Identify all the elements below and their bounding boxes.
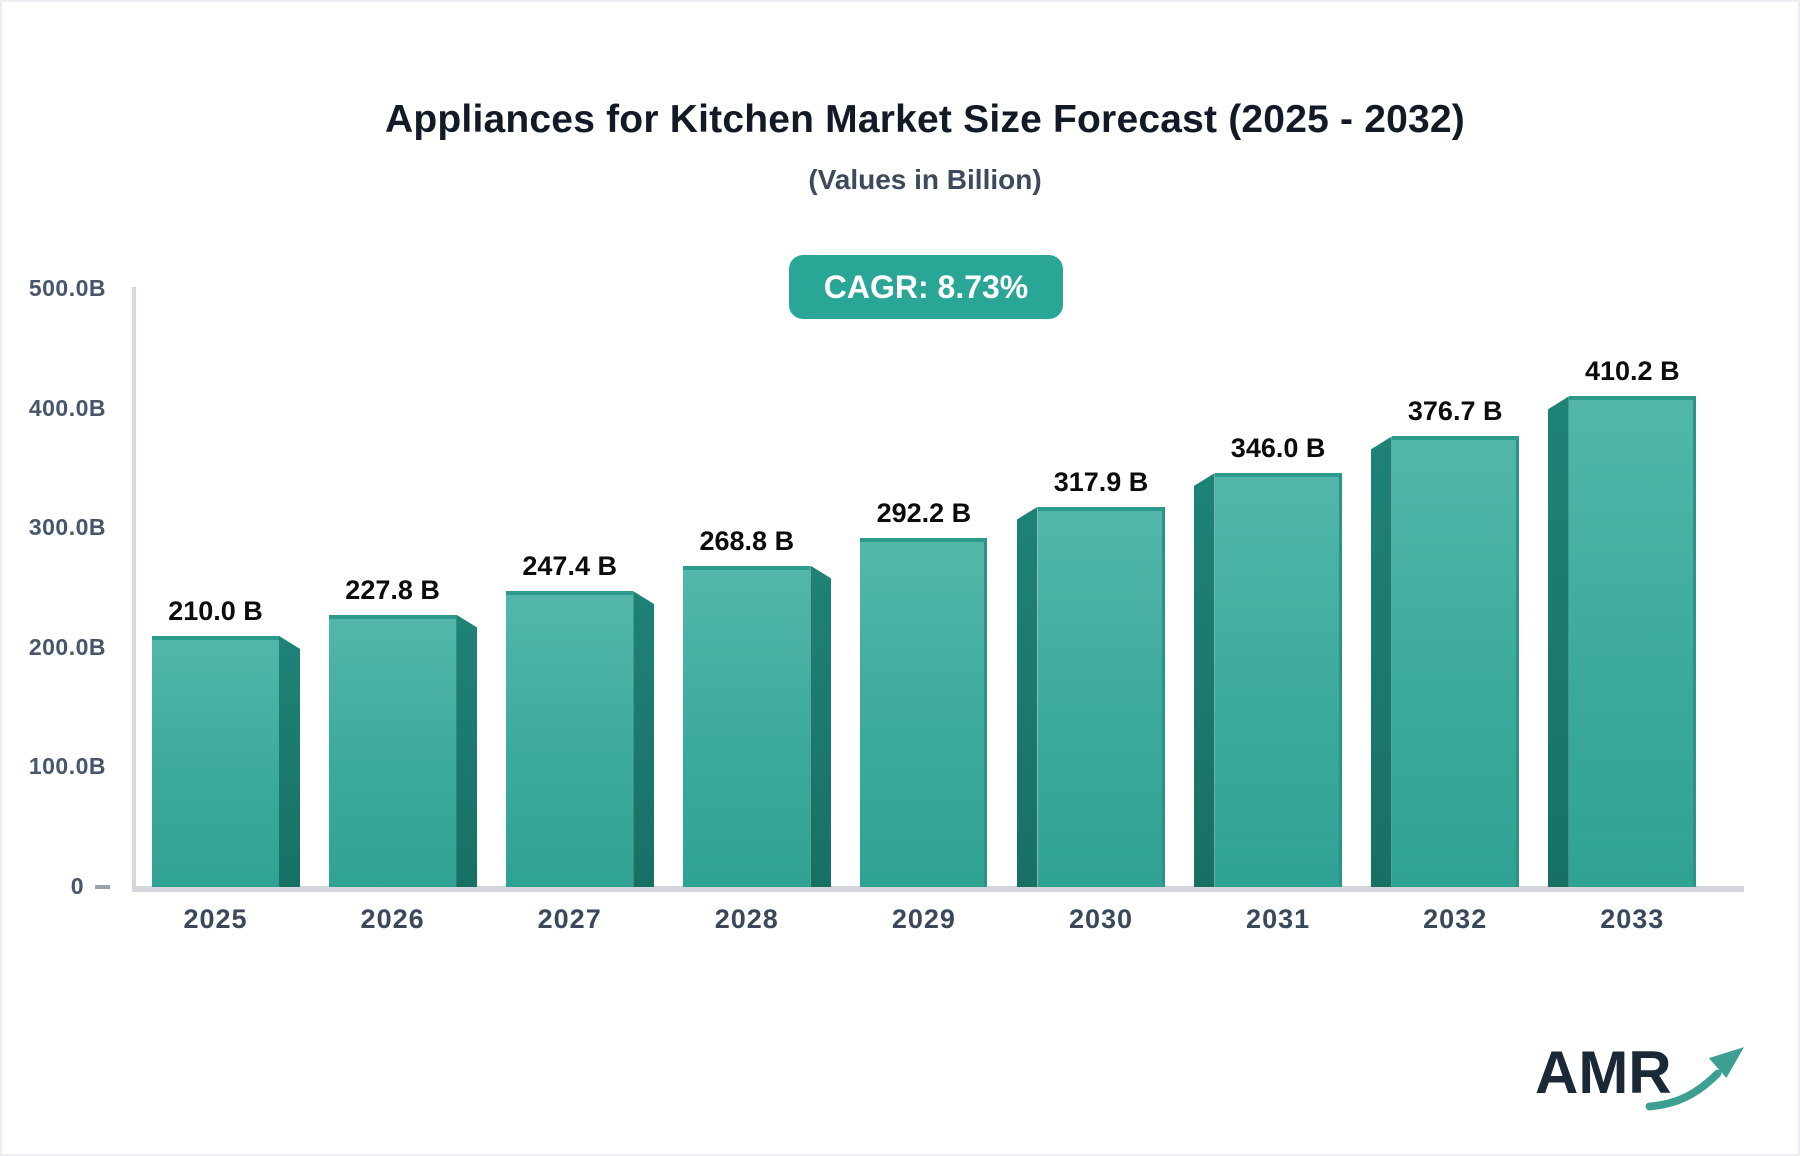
y-axis-tick-label: 400.0B — [28, 394, 106, 421]
x-axis-year-label: 2032 — [1423, 904, 1488, 934]
x-axis-year-label: 2029 — [891, 904, 956, 934]
bar-value-label: 317.9 B — [1053, 466, 1149, 497]
x-axis-year-label: 2030 — [1068, 904, 1134, 934]
bar-2029 — [860, 537, 988, 887]
bar-value-label: 268.8 B — [699, 525, 795, 556]
bar-2031 — [1214, 473, 1342, 887]
bar-2026 — [329, 614, 457, 887]
x-axis-year-label: 2028 — [714, 904, 779, 934]
y-axis-tick-label: 500.0B — [28, 275, 106, 301]
bar-value-label: 247.4 B — [522, 551, 617, 582]
bar-value-label: 376.7 B — [1407, 396, 1503, 427]
bar-2027 — [506, 591, 634, 887]
bar-3d-side — [1193, 473, 1215, 887]
bar-2030 — [1037, 506, 1165, 887]
y-axis-tick-label: 0 — [70, 873, 84, 899]
amr-logo-text: AMR — [1535, 1039, 1672, 1106]
x-axis-baseline — [132, 886, 1744, 892]
x-axis-year-label: 2025 — [183, 904, 248, 934]
y-axis-tick-label: 300.0B — [28, 514, 106, 541]
bar-value-label: 210.0 B — [168, 595, 263, 626]
bar-value-label: 227.8 B — [345, 574, 440, 605]
bar-3d-side — [279, 635, 300, 887]
zero-tick-mark — [95, 885, 110, 889]
x-axis-year-label: 2033 — [1600, 904, 1665, 934]
bar-2025 — [152, 635, 279, 887]
y-axis-tick-label: 200.0B — [28, 633, 106, 660]
x-axis-year-label: 2027 — [537, 904, 602, 934]
bar-2028 — [683, 565, 811, 887]
bar-value-label: 410.2 B — [1585, 356, 1680, 387]
chart-title: Appliances for Kitchen Market Size Forec… — [385, 98, 1465, 141]
bar-value-label: 292.2 B — [876, 497, 972, 528]
bar-3d-side — [810, 565, 832, 887]
bar-3d-side — [1370, 436, 1392, 887]
bar-2033 — [1568, 396, 1696, 887]
amr-logo: AMR — [1527, 1032, 1757, 1122]
bar-3d-side — [1547, 396, 1569, 887]
y-axis-line — [132, 287, 136, 888]
bar-3d-side — [633, 591, 655, 887]
chart-header: Appliances for Kitchen Market Size Forec… — [62, 98, 1788, 196]
x-axis-year-label: 2031 — [1246, 904, 1311, 934]
x-axis-year-label: 2026 — [360, 904, 425, 934]
bar-3d-side — [456, 614, 478, 887]
bar-value-label: 346.0 B — [1230, 433, 1326, 464]
growth-arrow-icon — [1645, 1047, 1744, 1111]
bar-3d-side — [1016, 506, 1038, 887]
bar-2032 — [1391, 436, 1519, 887]
chart-subtitle: (Values in Billion) — [808, 164, 1042, 195]
y-axis-tick-label: 100.0B — [28, 753, 106, 780]
cagr-badge: CAGR: 8.73% — [789, 255, 1063, 319]
